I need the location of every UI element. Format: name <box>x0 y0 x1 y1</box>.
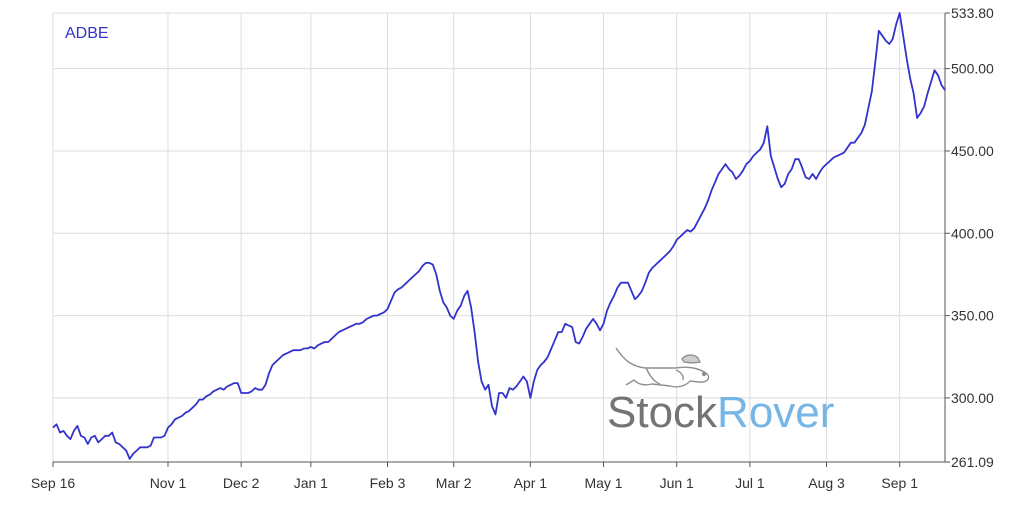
ticker-label: ADBE <box>65 25 109 42</box>
watermark-text: StockRover <box>607 388 834 437</box>
y-tick-label: 400.00 <box>951 225 994 241</box>
dog-logo-icon <box>615 347 710 388</box>
x-tick-label: Dec 2 <box>223 475 260 491</box>
y-axis-tick-labels: 261.09 300.00 350.00 400.00 450.00 500.00 533.… <box>951 5 994 470</box>
x-tick-label: Nov 1 <box>150 475 187 491</box>
y-tick-label: 533.80 <box>951 5 994 21</box>
x-tick-label: Jul 1 <box>735 475 765 491</box>
x-tick-label: Apr 1 <box>514 475 548 491</box>
watermark-stock: Stock <box>607 388 718 437</box>
x-tick-label: Sep 16 <box>31 475 76 491</box>
x-tick-label: May 1 <box>584 475 622 491</box>
y-tick-label: 261.09 <box>951 454 994 470</box>
stockrover-watermark: StockRover <box>607 347 834 437</box>
y-tick-label: 300.00 <box>951 390 994 406</box>
x-tick-label: Mar 2 <box>436 475 472 491</box>
price-series-line <box>52 12 946 460</box>
y-tick-label: 450.00 <box>951 143 994 159</box>
x-tick-label: Jan 1 <box>294 475 328 491</box>
x-axis-tick-labels: Sep 16 Nov 1 Dec 2 Jan 1 Feb 3 Mar 2 Apr 1 May … <box>31 475 918 491</box>
watermark-rover: Rover <box>717 388 834 437</box>
y-tick-label: 500.00 <box>951 61 994 77</box>
x-tick-label: Feb 3 <box>370 475 406 491</box>
axes <box>52 12 950 467</box>
y-tick-label: 350.00 <box>951 308 994 324</box>
gridlines <box>52 12 945 463</box>
x-tick-label: Jun 1 <box>660 475 694 491</box>
x-tick-label: Aug 3 <box>808 475 845 491</box>
x-tick-label: Sep 1 <box>881 475 918 491</box>
